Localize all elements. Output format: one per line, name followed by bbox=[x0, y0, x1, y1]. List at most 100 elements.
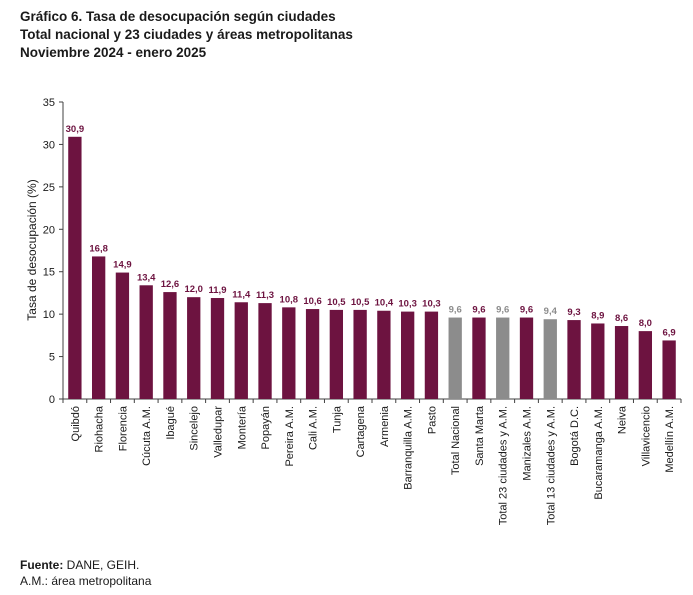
y-tick-label: 30 bbox=[43, 139, 55, 151]
x-tick-label: Cali A.M. bbox=[308, 406, 320, 450]
data-label: 10,3 bbox=[422, 299, 441, 310]
bar bbox=[519, 317, 534, 399]
bar bbox=[210, 298, 225, 399]
source-line: Fuente: DANE, GEIH. bbox=[20, 557, 151, 573]
bar bbox=[567, 320, 581, 399]
bar bbox=[353, 309, 367, 399]
x-tick-label: Cúcuta A.M. bbox=[141, 406, 153, 466]
data-label: 6,9 bbox=[663, 327, 676, 338]
x-tick-label: Popayán bbox=[260, 406, 272, 449]
x-tick-label: Pasto bbox=[426, 406, 438, 434]
data-label: 10,4 bbox=[375, 298, 394, 309]
y-tick-label: 5 bbox=[49, 352, 55, 364]
bar bbox=[400, 311, 415, 399]
bar bbox=[543, 319, 557, 399]
x-tick-label: Riohacha bbox=[94, 405, 106, 452]
y-tick-label: 25 bbox=[43, 182, 55, 194]
x-tick-label: Villavicencio bbox=[640, 406, 652, 466]
x-tick-label: Tunja bbox=[331, 405, 343, 433]
x-tick-label: Neiva bbox=[617, 405, 629, 434]
title-block: Gráfico 6. Tasa de desocupación según ci… bbox=[20, 8, 353, 62]
footer: Fuente: DANE, GEIH. A.M.: área metropoli… bbox=[20, 557, 151, 589]
chart-title: Gráfico 6. Tasa de desocupación según ci… bbox=[20, 9, 336, 24]
data-label: 11,9 bbox=[209, 285, 227, 296]
data-label: 9,4 bbox=[544, 306, 558, 317]
y-tick-label: 15 bbox=[43, 267, 55, 279]
bar bbox=[496, 317, 510, 399]
bars bbox=[68, 136, 676, 399]
data-label: 10,8 bbox=[280, 294, 299, 305]
bar bbox=[91, 256, 106, 399]
y-tick-label: 35 bbox=[43, 97, 55, 109]
data-label: 10,3 bbox=[398, 299, 417, 310]
data-label: 13,4 bbox=[137, 272, 156, 283]
bar bbox=[638, 331, 653, 399]
bar bbox=[139, 285, 153, 399]
bar bbox=[591, 323, 605, 399]
bar bbox=[448, 317, 462, 399]
bar bbox=[472, 317, 486, 399]
data-label: 10,5 bbox=[351, 297, 370, 308]
data-label: 9,6 bbox=[449, 305, 462, 316]
x-tick-label: Manizales A.M. bbox=[522, 406, 534, 481]
data-label: 11,3 bbox=[256, 290, 274, 301]
data-label: 12,6 bbox=[161, 279, 180, 290]
x-tick-label: Pereira A.M. bbox=[284, 406, 296, 467]
x-tick-label: Ibagué bbox=[165, 406, 177, 440]
y-tick-label: 0 bbox=[49, 394, 55, 406]
x-tick-labels: Quibdó Riohacha Florencia Cúcuta A.M. Ibagué… bbox=[62, 399, 682, 525]
data-label: 9,6 bbox=[520, 305, 533, 316]
x-tick-label: Bucaramanga A.M. bbox=[593, 406, 605, 500]
data-label: 9,6 bbox=[472, 305, 485, 316]
bar bbox=[258, 303, 272, 399]
y-tick-label: 20 bbox=[43, 224, 55, 236]
bar bbox=[234, 302, 248, 399]
data-label: 9,6 bbox=[496, 305, 509, 316]
y-tick-labels: 0 5 10 15 20 25 30 35 bbox=[43, 97, 63, 406]
data-label: 10,6 bbox=[303, 296, 322, 307]
x-tick-label: Medellín A.M. bbox=[664, 406, 676, 473]
x-tick-label: Total Nacional bbox=[450, 406, 462, 475]
bar bbox=[377, 310, 391, 399]
y-axis-label: Tasa de desocupación (%) bbox=[25, 179, 39, 320]
bar bbox=[662, 340, 676, 399]
data-label: 16,8 bbox=[89, 243, 108, 254]
x-tick-label: Total 23 ciudades y A.M. bbox=[498, 406, 510, 525]
x-tick-label: Cartagena bbox=[355, 405, 367, 457]
source-label: Fuente: bbox=[20, 558, 64, 572]
bar bbox=[163, 292, 177, 399]
data-label: 14,9 bbox=[113, 260, 132, 271]
data-label: 8,9 bbox=[591, 310, 604, 321]
bar bbox=[614, 326, 629, 399]
x-tick-label: Total 13 ciudades y A.M. bbox=[545, 406, 557, 525]
x-tick-label: Florencia bbox=[117, 405, 129, 451]
footnote: A.M.: área metropolitana bbox=[20, 574, 152, 588]
data-label: 10,5 bbox=[327, 297, 346, 308]
data-label: 9,3 bbox=[567, 307, 580, 318]
value-labels: 30,9 16,8 14,9 13,4 12,6 12,0 11,9 11,4 11,3 10,8… bbox=[66, 124, 676, 339]
data-label: 11,4 bbox=[232, 289, 251, 300]
data-label: 8,0 bbox=[639, 318, 652, 329]
bar bbox=[424, 311, 439, 399]
bar bbox=[187, 297, 201, 399]
x-tick-label: Bogotá D.C. bbox=[569, 406, 581, 466]
data-label: 12,0 bbox=[184, 284, 203, 295]
x-tick-label: Montería bbox=[236, 405, 248, 449]
chart-subtitle: Total nacional y 23 ciudades y áreas met… bbox=[20, 27, 353, 42]
x-tick-label: Santa Marta bbox=[474, 405, 486, 466]
data-label: 30,9 bbox=[66, 124, 85, 135]
y-tick-label: 10 bbox=[43, 309, 55, 321]
bar-chart: 30,9 16,8 14,9 13,4 12,6 12,0 11,9 11,4 11,3 10,8… bbox=[25, 97, 682, 525]
bar bbox=[329, 309, 344, 399]
bar bbox=[305, 309, 320, 399]
x-tick-label: Valledupar bbox=[213, 406, 225, 458]
x-tick-label: Barranquilla A.M. bbox=[403, 406, 415, 490]
bar bbox=[282, 307, 296, 399]
x-tick-label: Armenia bbox=[379, 405, 391, 447]
chart-period: Noviembre 2024 - enero 2025 bbox=[20, 45, 207, 60]
bar bbox=[115, 272, 130, 399]
source-text: DANE, GEIH. bbox=[63, 558, 140, 572]
bar bbox=[68, 136, 82, 399]
axes bbox=[62, 102, 681, 400]
x-tick-label: Quibdó bbox=[70, 406, 82, 441]
